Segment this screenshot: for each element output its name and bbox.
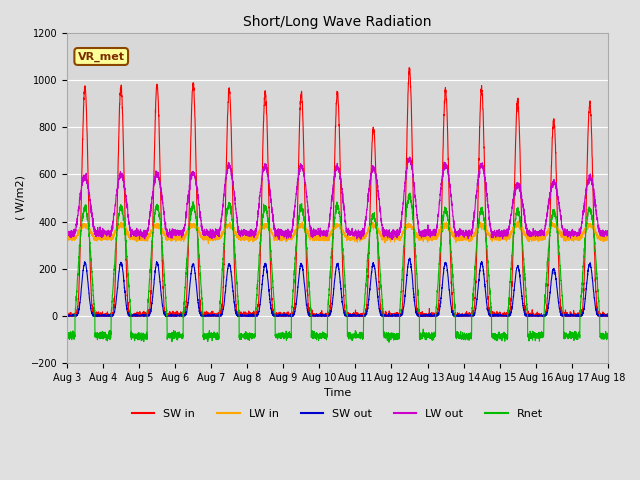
Line: Rnet: Rnet [67, 193, 608, 342]
LW in [317, 234, 325, 240]
LW in [604, 237, 612, 243]
Rnet [604, 330, 611, 336]
LW in [160, 228, 168, 234]
Rnet [459, 333, 467, 339]
LW out [406, 154, 413, 160]
LW in [489, 233, 497, 239]
SW out [317, 313, 324, 319]
LW in [515, 218, 522, 224]
LW out [317, 231, 324, 237]
SW in [490, 313, 497, 319]
Rnet [63, 333, 71, 338]
SW in [459, 313, 467, 319]
Rnet [429, 334, 436, 339]
SW out [63, 313, 71, 319]
LW out [604, 232, 611, 238]
LW in [604, 237, 611, 242]
LW in [205, 241, 212, 247]
Rnet [385, 339, 393, 345]
SW in [161, 304, 168, 310]
SW in [63, 312, 71, 318]
SW in [604, 311, 611, 317]
SW out [604, 313, 612, 319]
LW out [429, 231, 436, 237]
SW out [604, 313, 611, 319]
SW out [160, 310, 168, 316]
Y-axis label: ( W/m2): ( W/m2) [15, 176, 25, 220]
LW out [604, 231, 612, 237]
LW out [63, 228, 71, 234]
Title: Short/Long Wave Radiation: Short/Long Wave Radiation [243, 15, 431, 29]
SW out [489, 312, 497, 318]
Rnet [604, 336, 612, 341]
Rnet [406, 190, 414, 196]
Text: VR_met: VR_met [77, 51, 125, 61]
SW in [63, 313, 71, 319]
LW in [63, 233, 71, 239]
Line: LW in: LW in [67, 221, 608, 244]
LW out [160, 211, 168, 216]
Rnet [317, 336, 324, 341]
Line: LW out: LW out [67, 157, 608, 240]
SW out [406, 255, 413, 261]
Line: SW out: SW out [67, 258, 608, 316]
LW out [459, 228, 467, 234]
Rnet [160, 270, 168, 276]
SW out [429, 312, 436, 318]
SW in [429, 312, 436, 317]
LW out [490, 228, 497, 234]
Rnet [490, 336, 497, 342]
Legend: SW in, LW in, SW out, LW out, Rnet: SW in, LW in, SW out, LW out, Rnet [128, 405, 547, 423]
LW in [429, 235, 436, 240]
LW in [459, 237, 467, 243]
SW out [459, 313, 467, 319]
SW in [317, 312, 325, 317]
X-axis label: Time: Time [324, 388, 351, 398]
Line: SW in: SW in [67, 68, 608, 316]
SW in [604, 313, 612, 319]
SW in [405, 65, 413, 71]
LW out [388, 237, 396, 242]
